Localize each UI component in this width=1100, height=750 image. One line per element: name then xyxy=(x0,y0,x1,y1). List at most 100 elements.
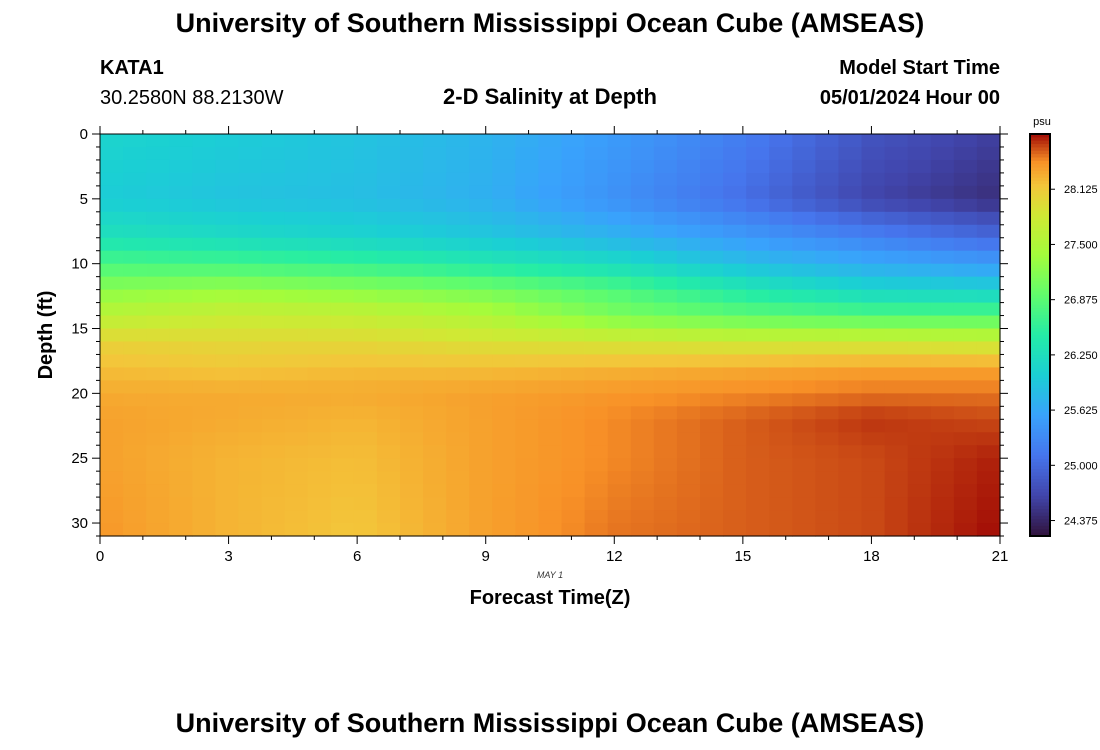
heatmap-cell xyxy=(976,211,1001,226)
heatmap-cell xyxy=(584,172,609,187)
heatmap-cell xyxy=(492,445,516,459)
heatmap-cell xyxy=(700,484,724,498)
heatmap-cell xyxy=(100,393,124,407)
heatmap-cell xyxy=(884,484,909,498)
heatmap-cell xyxy=(492,393,516,407)
heatmap-cell xyxy=(423,302,447,317)
heatmap-cell xyxy=(376,393,401,407)
heatmap-cell xyxy=(515,510,540,524)
heatmap-cell xyxy=(584,354,609,369)
heatmap-cell xyxy=(676,471,701,485)
heatmap-cell xyxy=(815,458,840,472)
heatmap-cell xyxy=(815,380,840,394)
heatmap-cell xyxy=(307,250,332,265)
heatmap-cell xyxy=(169,393,193,407)
heatmap-cell xyxy=(238,328,263,343)
station-id: KATA1 xyxy=(100,57,164,79)
heatmap-cell xyxy=(676,523,701,537)
heatmap-cell xyxy=(400,134,424,148)
heatmap-cell xyxy=(330,224,355,239)
heatmap-cell xyxy=(330,458,355,472)
heatmap-cell xyxy=(123,341,147,356)
heatmap-cell xyxy=(376,185,401,200)
heatmap-cell xyxy=(307,134,332,148)
heatmap-cell xyxy=(469,406,493,420)
heatmap-cell xyxy=(330,341,355,356)
colorbar-segment xyxy=(1030,452,1050,457)
heatmap-cell xyxy=(700,289,724,304)
heatmap-cell xyxy=(469,289,493,304)
heatmap-cell xyxy=(123,406,147,420)
heatmap-cell xyxy=(584,302,609,317)
heatmap-cell xyxy=(561,380,586,394)
heatmap-cell xyxy=(400,484,424,498)
heatmap-cell xyxy=(584,250,609,265)
heatmap-cell xyxy=(607,458,632,472)
heatmap-cell xyxy=(676,315,701,330)
colorbar-segment xyxy=(1030,268,1050,272)
heatmap-cell xyxy=(884,497,909,511)
colorbar-segment xyxy=(1030,251,1050,256)
heatmap-cell xyxy=(376,302,401,317)
heatmap-cell xyxy=(953,432,978,446)
heatmap-cell xyxy=(769,432,793,446)
heatmap-cell xyxy=(400,172,424,187)
heatmap-cell xyxy=(861,289,886,304)
heatmap-cell xyxy=(815,172,840,187)
heatmap-cell xyxy=(146,302,170,317)
heatmap-cell xyxy=(469,134,493,148)
heatmap-cell xyxy=(538,406,563,420)
heatmap-cell xyxy=(307,393,332,407)
heatmap-cell xyxy=(930,367,955,381)
heatmap-cell xyxy=(215,224,240,239)
heatmap-cell xyxy=(953,159,978,174)
heatmap-cell xyxy=(492,497,516,511)
heatmap-cell xyxy=(284,497,309,511)
x-tick-label: 3 xyxy=(224,548,232,565)
heatmap-cell xyxy=(700,445,724,459)
heatmap-cell xyxy=(238,471,263,485)
heatmap-cell xyxy=(400,250,424,265)
colorbar-segment xyxy=(1030,418,1050,423)
heatmap-cell xyxy=(884,198,909,213)
heatmap-cell xyxy=(215,419,240,433)
heatmap-cell xyxy=(630,458,655,472)
heatmap-cell xyxy=(884,263,909,278)
colorbar-segment xyxy=(1030,375,1050,380)
heatmap-cell xyxy=(261,445,286,459)
heatmap-cell xyxy=(446,484,470,498)
heatmap-cell xyxy=(746,523,770,537)
x-tick-label: 15 xyxy=(735,548,752,565)
colorbar-segment xyxy=(1030,274,1050,279)
heatmap-cell xyxy=(953,289,978,304)
heatmap-cell xyxy=(538,172,563,187)
colorbar-segment xyxy=(1030,358,1050,363)
heatmap-cell xyxy=(215,458,240,472)
heatmap-cell xyxy=(676,289,701,304)
heatmap-cell xyxy=(561,367,586,381)
colorbar-segment xyxy=(1030,415,1050,420)
colorbar-segment xyxy=(1030,134,1050,138)
heatmap-cell xyxy=(676,432,701,446)
heatmap-cell xyxy=(492,406,516,420)
heatmap-cell xyxy=(261,523,286,537)
heatmap-cell xyxy=(538,367,563,381)
heatmap-cell xyxy=(238,250,263,265)
heatmap-cell xyxy=(653,354,678,369)
heatmap-cell xyxy=(746,237,770,252)
heatmap-cell xyxy=(515,432,540,446)
heatmap-cell xyxy=(330,276,355,291)
heatmap-cell xyxy=(884,211,909,226)
heatmap-cell xyxy=(584,406,609,420)
heatmap-cell xyxy=(976,134,1001,148)
heatmap-cell xyxy=(723,211,747,226)
heatmap-cell xyxy=(538,432,563,446)
heatmap-cell xyxy=(446,458,470,472)
heatmap-cell xyxy=(584,523,609,537)
heatmap-cell xyxy=(838,172,863,187)
heatmap-cell xyxy=(815,341,840,356)
heatmap-cell xyxy=(884,302,909,317)
heatmap-cell xyxy=(515,276,540,291)
heatmap-cell xyxy=(100,523,124,537)
heatmap-cell xyxy=(769,419,793,433)
